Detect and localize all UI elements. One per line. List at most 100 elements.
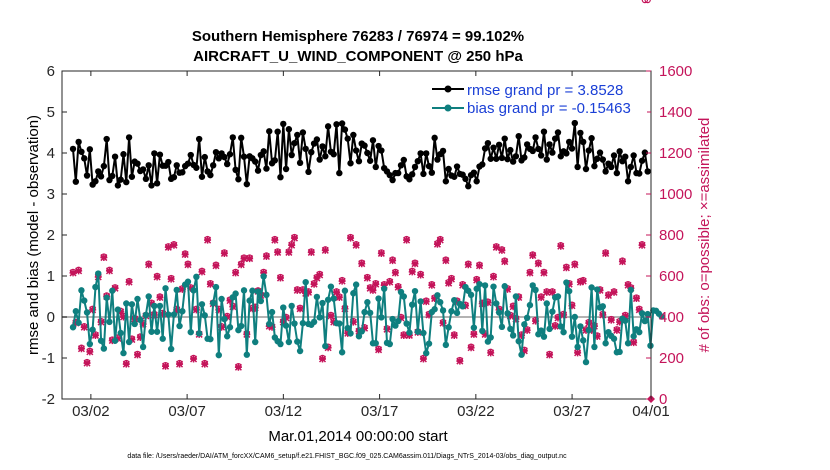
obs-assimilated-point xyxy=(86,348,94,356)
bias-point xyxy=(543,300,550,307)
bias-point xyxy=(187,328,194,336)
bias-point xyxy=(400,293,407,300)
bias-point xyxy=(299,319,307,327)
rmse-point xyxy=(462,175,469,183)
rmse-point xyxy=(417,150,424,157)
rmse-point xyxy=(610,152,618,159)
rmse-point xyxy=(451,173,458,180)
bias-point xyxy=(554,293,562,300)
bias-point xyxy=(647,342,654,349)
obs-assimilated-point xyxy=(487,349,495,357)
rmse-point xyxy=(313,136,321,143)
rmse-point xyxy=(103,135,110,143)
rmse-point xyxy=(366,157,374,164)
bias-point xyxy=(507,325,514,333)
bias-point xyxy=(167,345,175,353)
rmse-point xyxy=(271,157,279,164)
obs-assimilated-point xyxy=(554,314,562,322)
rmse-point xyxy=(81,155,88,162)
bias-point xyxy=(453,309,461,317)
bias-point xyxy=(92,283,99,291)
y-tick-label: 0 xyxy=(47,309,55,326)
rmse-point xyxy=(582,165,590,173)
bias-point xyxy=(616,348,623,356)
obs-assimilated-point xyxy=(125,278,133,286)
obs-assimilated-point xyxy=(133,351,142,359)
obs-assimilated-point xyxy=(147,300,156,308)
rmse-point xyxy=(229,134,237,141)
obs-assimilated-point xyxy=(83,359,91,367)
x-tick-label: 03/12 xyxy=(265,403,303,420)
plot-area xyxy=(62,0,665,403)
rmse-point xyxy=(364,149,371,157)
rmse-point xyxy=(406,176,413,183)
bias-point xyxy=(201,312,208,319)
bias-point xyxy=(310,318,318,326)
obs-assimilated-point xyxy=(512,315,520,323)
y2-axis-ticks: 0 200 400 600 800 1000 1200 1400 1600 xyxy=(646,63,692,408)
rmse-point xyxy=(198,173,206,180)
rmse-point xyxy=(568,145,576,152)
rmse-point xyxy=(613,169,621,177)
bias-point xyxy=(117,329,124,337)
y-tick-label: 4 xyxy=(47,145,55,162)
rmse-point xyxy=(240,153,248,160)
rmse-point xyxy=(361,142,368,149)
bias-point xyxy=(134,295,141,303)
rmse-point xyxy=(291,139,298,147)
obs-assimilated-point xyxy=(425,311,433,319)
rmse-point xyxy=(350,131,357,139)
obs-assimilated-point xyxy=(518,331,526,339)
obs-assimilated-point xyxy=(400,331,408,339)
obs-assimilated-point xyxy=(576,278,584,286)
obs-assimilated-point xyxy=(136,333,144,342)
bias-point xyxy=(523,314,531,322)
obs-assimilated-point xyxy=(246,255,254,263)
rmse-point xyxy=(207,171,214,179)
obs-assimilated-point xyxy=(610,288,618,296)
obs-assimilated-point xyxy=(271,236,279,244)
bias-point xyxy=(347,330,354,337)
bias-point xyxy=(120,349,127,357)
rmse-point xyxy=(571,119,578,127)
rmse-point xyxy=(86,146,94,153)
obs-assimilated-point xyxy=(501,258,509,266)
obs-assimilated-point xyxy=(105,267,113,275)
bias-point xyxy=(103,294,110,301)
bias-point xyxy=(512,293,520,300)
rmse-point xyxy=(442,178,450,185)
obs-assimilated-point xyxy=(613,326,621,334)
bias-point xyxy=(223,333,231,340)
rmse-point xyxy=(420,170,427,178)
bias-point xyxy=(285,338,293,346)
bias-point xyxy=(658,313,665,320)
bias-point xyxy=(179,308,186,315)
rmse-point xyxy=(540,128,548,135)
rmse-point xyxy=(577,129,584,137)
obs-assimilated-point xyxy=(274,248,282,256)
obs-assimilated-point xyxy=(419,355,427,363)
rmse-point xyxy=(201,153,208,161)
rmse-point xyxy=(296,159,304,167)
obs-assimilated-point xyxy=(389,257,397,265)
rmse-point xyxy=(369,137,377,144)
bias-point xyxy=(442,341,450,349)
obs-assimilated-point xyxy=(268,323,276,331)
bias-point xyxy=(89,326,96,333)
bias-point xyxy=(378,314,385,321)
obs-assimilated-point xyxy=(215,306,223,314)
rmse-point xyxy=(630,152,637,159)
rmse-point xyxy=(498,154,506,162)
rmse-point xyxy=(252,158,259,165)
legend-rmse-label: rmse grand pr = 3.8528 xyxy=(467,82,623,99)
rmse-point xyxy=(599,156,607,163)
bias-point xyxy=(128,301,136,308)
obs-assimilated-point xyxy=(184,261,192,269)
obs-assimilated-point xyxy=(568,302,576,310)
x-tick-label: 03/02 xyxy=(72,403,110,420)
obs-assimilated-point xyxy=(324,344,332,352)
bias-point xyxy=(498,323,506,331)
rmse-point xyxy=(636,170,643,177)
rmse-point xyxy=(532,134,539,141)
obs-assimilated-point xyxy=(114,334,122,343)
